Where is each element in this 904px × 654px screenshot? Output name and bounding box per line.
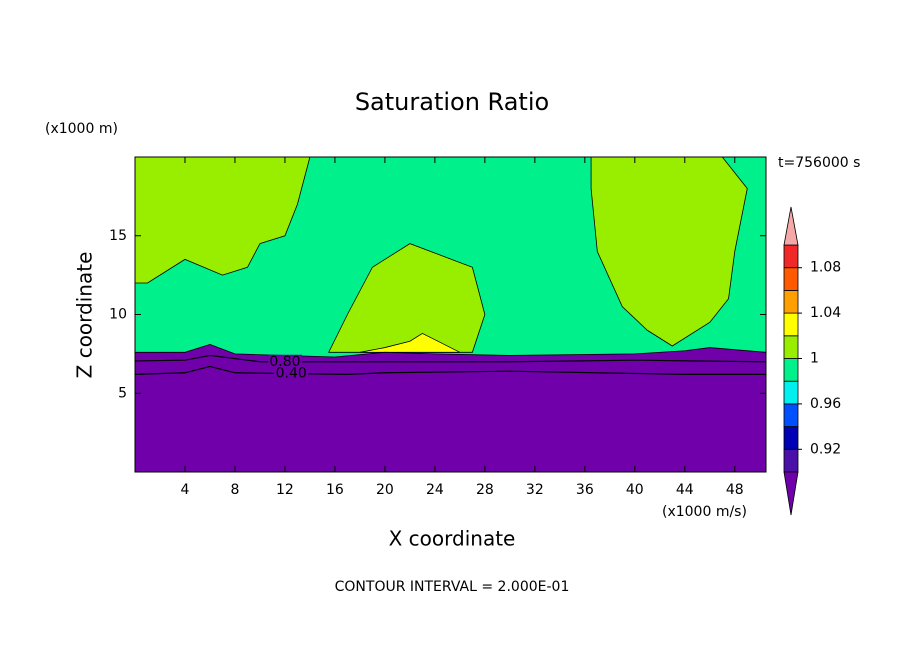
x-tick-label: 8 xyxy=(230,482,239,498)
x-unit: (x1000 m/s) xyxy=(662,504,747,520)
colorbar-over xyxy=(783,206,799,246)
x-tick-label: 28 xyxy=(476,482,494,498)
colorbar-tick-label: 1 xyxy=(810,351,819,367)
filled-region xyxy=(134,344,767,473)
colorbar-tick-label: 0.92 xyxy=(810,441,841,457)
y-unit: (x1000 m) xyxy=(45,121,118,137)
filled-region xyxy=(328,243,486,353)
x-tick-label: 36 xyxy=(576,482,594,498)
y-axis-label: Z coordinate xyxy=(73,252,97,379)
x-tick-label: 24 xyxy=(426,482,444,498)
x-tick-label: 16 xyxy=(326,482,344,498)
colorbar-segment xyxy=(783,380,799,405)
colorbar-segment xyxy=(783,358,799,382)
colorbar-segment xyxy=(783,403,799,427)
colorbar-segment xyxy=(783,312,799,337)
y-tick-label: 10 xyxy=(109,307,127,323)
colorbar-tick-label: 1.04 xyxy=(810,305,841,321)
contour-label-bg xyxy=(274,366,309,381)
x-tick-label: 32 xyxy=(526,482,544,498)
y-tick-label: 15 xyxy=(109,228,127,244)
time-label: t=756000 s xyxy=(778,155,860,171)
x-tick-label: 44 xyxy=(676,482,694,498)
colorbar-segment xyxy=(783,448,799,473)
colorbar-segment xyxy=(783,426,799,450)
x-tick-label: 48 xyxy=(726,482,744,498)
filled-region xyxy=(590,156,748,347)
contour-label: 0.80 xyxy=(269,354,300,370)
contour-label-bg xyxy=(267,354,302,369)
colorbar-under xyxy=(783,471,799,516)
contour-label: 0.40 xyxy=(276,366,307,382)
chart-title: Saturation Ratio xyxy=(355,88,549,116)
colorbar-segment xyxy=(783,335,799,359)
colorbar-segment xyxy=(783,289,799,314)
colorbar-segment xyxy=(783,244,799,269)
footer: CONTOUR INTERVAL = 2.000E-01 xyxy=(335,579,570,595)
x-tick-label: 20 xyxy=(376,482,394,498)
x-tick-label: 4 xyxy=(181,482,190,498)
contour-line xyxy=(134,365,766,375)
filled-region xyxy=(134,156,311,284)
x-tick-label: 12 xyxy=(276,482,294,498)
contour-line xyxy=(134,354,767,363)
colorbar-tick-label: 1.08 xyxy=(810,260,841,276)
x-axis-label: X coordinate xyxy=(389,527,516,551)
y-tick-label: 5 xyxy=(118,385,127,401)
filled-region xyxy=(359,332,461,353)
colorbar-segment xyxy=(783,267,799,291)
colorbar-tick-label: 0.96 xyxy=(810,396,841,412)
x-tick-label: 40 xyxy=(626,482,644,498)
